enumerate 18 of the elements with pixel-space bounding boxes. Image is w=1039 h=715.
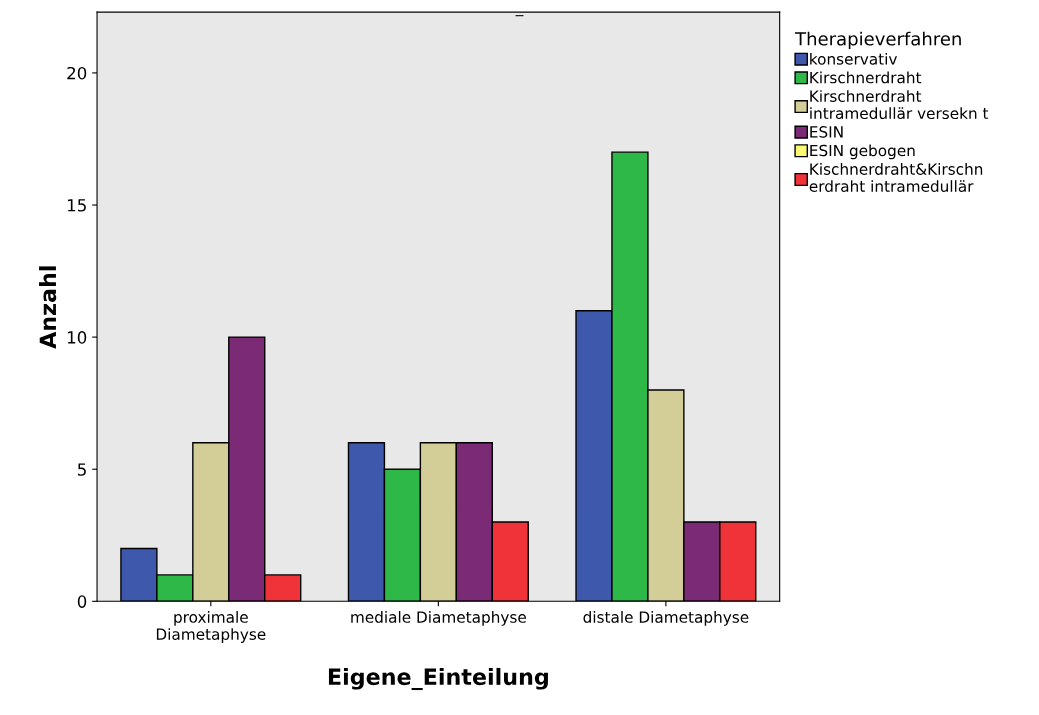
x-axis-title: Eigene_Einteilung [328, 667, 548, 691]
legend-label: konservativ [810, 52, 898, 65]
y-tick-label: 20 [67, 66, 87, 80]
y-tick-label: 10 [67, 331, 87, 344]
x-tick-label: proximale Diametaphyse [156, 611, 266, 643]
x-tick-label: distale Diametaphyse [583, 611, 749, 626]
legend-label: ESIN gebogen [810, 144, 915, 160]
y-tick-label: 5 [78, 463, 86, 476]
legend-label: Kirschnerdraht intramedullär versekn t [810, 90, 989, 120]
legend-title: Therapieverfahren [795, 31, 961, 50]
chart-title: _ [515, 15, 524, 17]
legend-label: ESIN [810, 126, 843, 138]
y-axis-title: Anzahl [39, 266, 57, 349]
legend-label: Kirschnerdraht [810, 71, 922, 84]
legend-label: Kischnerdraht&Kirschn erdraht intramedullär [809, 163, 983, 192]
x-tick-label: mediale Diametaphyse [351, 611, 526, 626]
y-tick-label: 0 [77, 595, 87, 608]
y-tick-label: 15 [67, 199, 86, 212]
